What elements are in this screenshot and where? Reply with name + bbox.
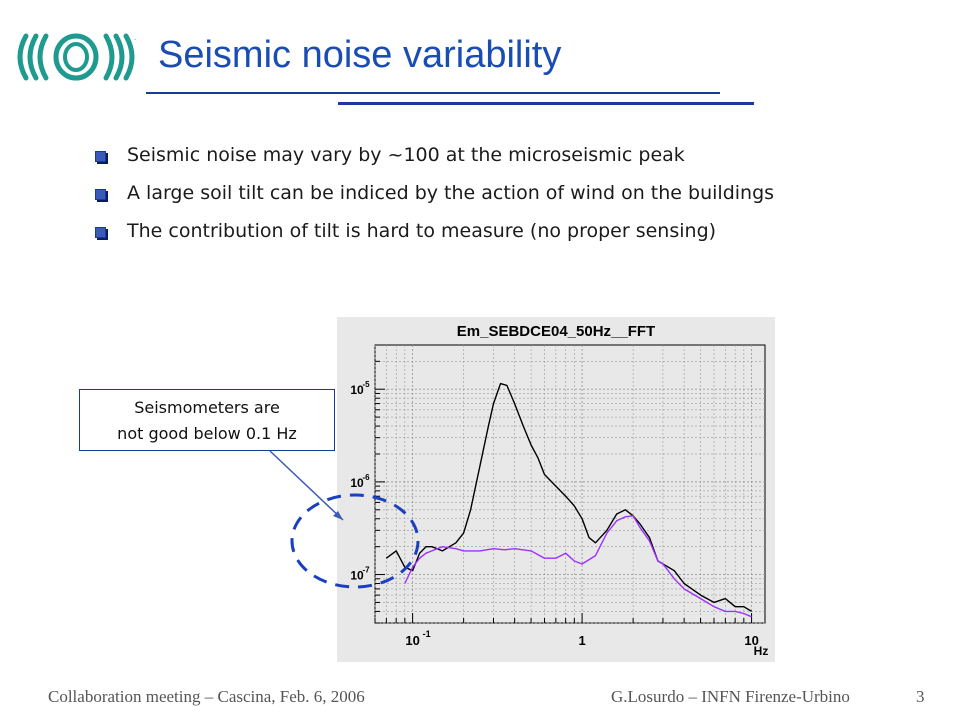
bullet-item: A large soil tilt can be indiced by the … — [95, 176, 915, 210]
plot-frame — [374, 344, 766, 624]
x-tick-label: 10 — [405, 633, 419, 648]
square-bullet-icon — [95, 189, 106, 200]
y-tick-exponent: -5 — [362, 380, 370, 389]
callout-arrow — [269, 450, 344, 521]
series-line-1 — [404, 515, 752, 618]
x-tick-label: 1 — [578, 633, 585, 648]
virgo-logo: . — [17, 33, 136, 81]
callout-line-1: Seismometers are — [134, 398, 280, 417]
bullet-item: Seismic noise may vary by ~100 at the mi… — [95, 138, 915, 172]
footer-meeting: Collaboration meeting – Cascina, Feb. 6,… — [48, 687, 365, 706]
x-unit-label: Hz — [754, 644, 769, 658]
y-tick-exponent: -6 — [362, 473, 370, 482]
bullet-item: The contribution of tilt is hard to meas… — [95, 214, 915, 248]
bullet-text: Seismic noise may vary by ~100 at the mi… — [127, 144, 685, 166]
page-number: 3 — [916, 687, 925, 706]
chart-title: Em_SEBDCE04_50Hz__FFT — [457, 323, 655, 340]
callout-line-2: not good below 0.1 Hz — [117, 424, 297, 443]
y-tick-label: 10 — [350, 476, 364, 490]
bullet-text: A large soil tilt can be indiced by the … — [127, 182, 775, 204]
square-bullet-icon — [95, 151, 106, 162]
x-tick-exponent: -1 — [423, 629, 431, 639]
title-rule-bottom — [338, 102, 754, 105]
series-line-0 — [385, 382, 752, 612]
footer-author: G.Losurdo – INFN Firenze-Urbino — [611, 687, 850, 706]
svg-text:.: . — [134, 33, 136, 42]
y-tick-exponent: -7 — [362, 566, 370, 575]
bullet-list: Seismic noise may vary by ~100 at the mi… — [95, 138, 915, 252]
annotation-callout: Seismometers are not good below 0.1 Hz — [79, 389, 335, 451]
y-tick-label: 10 — [350, 383, 364, 397]
bullet-text: The contribution of tilt is hard to meas… — [127, 220, 717, 242]
series-lines — [385, 382, 752, 618]
fft-spectrum-chart: Em_SEBDCE04_50Hz__FFT 10 -1 1 10Hz10-710-61… — [337, 317, 775, 662]
plot-grid — [374, 345, 765, 624]
x-tick-label: 10 — [744, 633, 758, 648]
square-bullet-icon — [95, 227, 106, 238]
slide-title: Seismic noise variability — [158, 34, 562, 76]
title-rule-top — [146, 92, 720, 94]
